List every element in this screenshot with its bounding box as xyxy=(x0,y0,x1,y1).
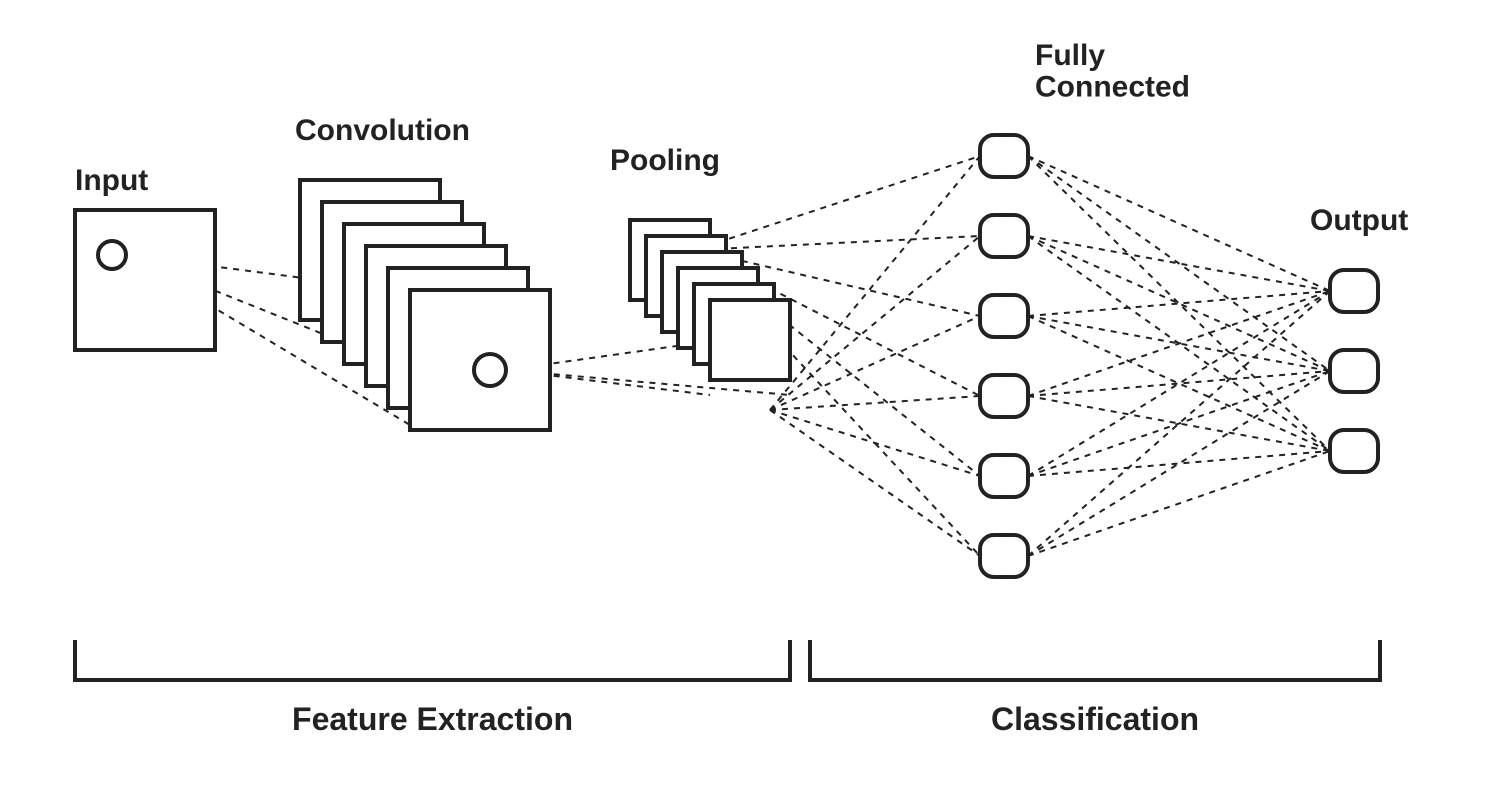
fc-output-edge xyxy=(1028,291,1330,476)
fc-output-edge xyxy=(1028,291,1330,316)
conv-neuron-icon xyxy=(474,354,506,386)
fc-output-edge xyxy=(1028,451,1330,556)
fc-node xyxy=(980,215,1028,257)
fc-output-edge xyxy=(1028,156,1330,451)
input-neuron-icon xyxy=(98,241,126,269)
output-node xyxy=(1330,270,1378,312)
fc-output-edge xyxy=(1028,451,1330,476)
cnn-architecture-diagram: Input Convolution Pooling FullyConnected Out… xyxy=(0,0,1500,800)
pool-fc-edge xyxy=(770,410,980,556)
fc-output-edge xyxy=(1028,371,1330,476)
fc-output-edge xyxy=(1028,156,1330,291)
pool-fc-edge xyxy=(770,316,980,410)
pool-fc-edge xyxy=(770,156,980,410)
feature-extraction-bracket xyxy=(75,640,790,680)
pooling-label: Pooling xyxy=(610,144,720,177)
pool-fc-edge xyxy=(770,396,980,410)
input-square xyxy=(75,210,215,350)
pool-fc-edge xyxy=(770,410,980,476)
fully-connected-label: FullyConnected xyxy=(1035,39,1190,104)
fc-output-edge xyxy=(1028,236,1330,371)
output-label: Output xyxy=(1310,204,1408,237)
fc-node xyxy=(980,135,1028,177)
output-node xyxy=(1330,350,1378,392)
classification-bracket xyxy=(810,640,1380,680)
classification-label: Classification xyxy=(991,701,1199,737)
fc-node xyxy=(980,295,1028,337)
fc-output-edge xyxy=(1028,291,1330,396)
feature-extraction-label: Feature Extraction xyxy=(292,701,573,737)
convolution-label: Convolution xyxy=(295,114,470,147)
output-node xyxy=(1330,430,1378,472)
fc-node xyxy=(980,455,1028,497)
fc-output-edge xyxy=(1028,316,1330,451)
pool-fc-edge xyxy=(770,236,980,410)
fc-output-edge xyxy=(1028,156,1330,371)
fc-output-edge xyxy=(1028,371,1330,396)
input-label: Input xyxy=(75,164,148,197)
fc-output-edge xyxy=(1028,371,1330,556)
pool-fc-edge xyxy=(695,236,980,250)
pool-fc-edge xyxy=(695,156,980,250)
pool-map xyxy=(710,300,790,380)
fc-node xyxy=(980,375,1028,417)
fc-node xyxy=(980,535,1028,577)
